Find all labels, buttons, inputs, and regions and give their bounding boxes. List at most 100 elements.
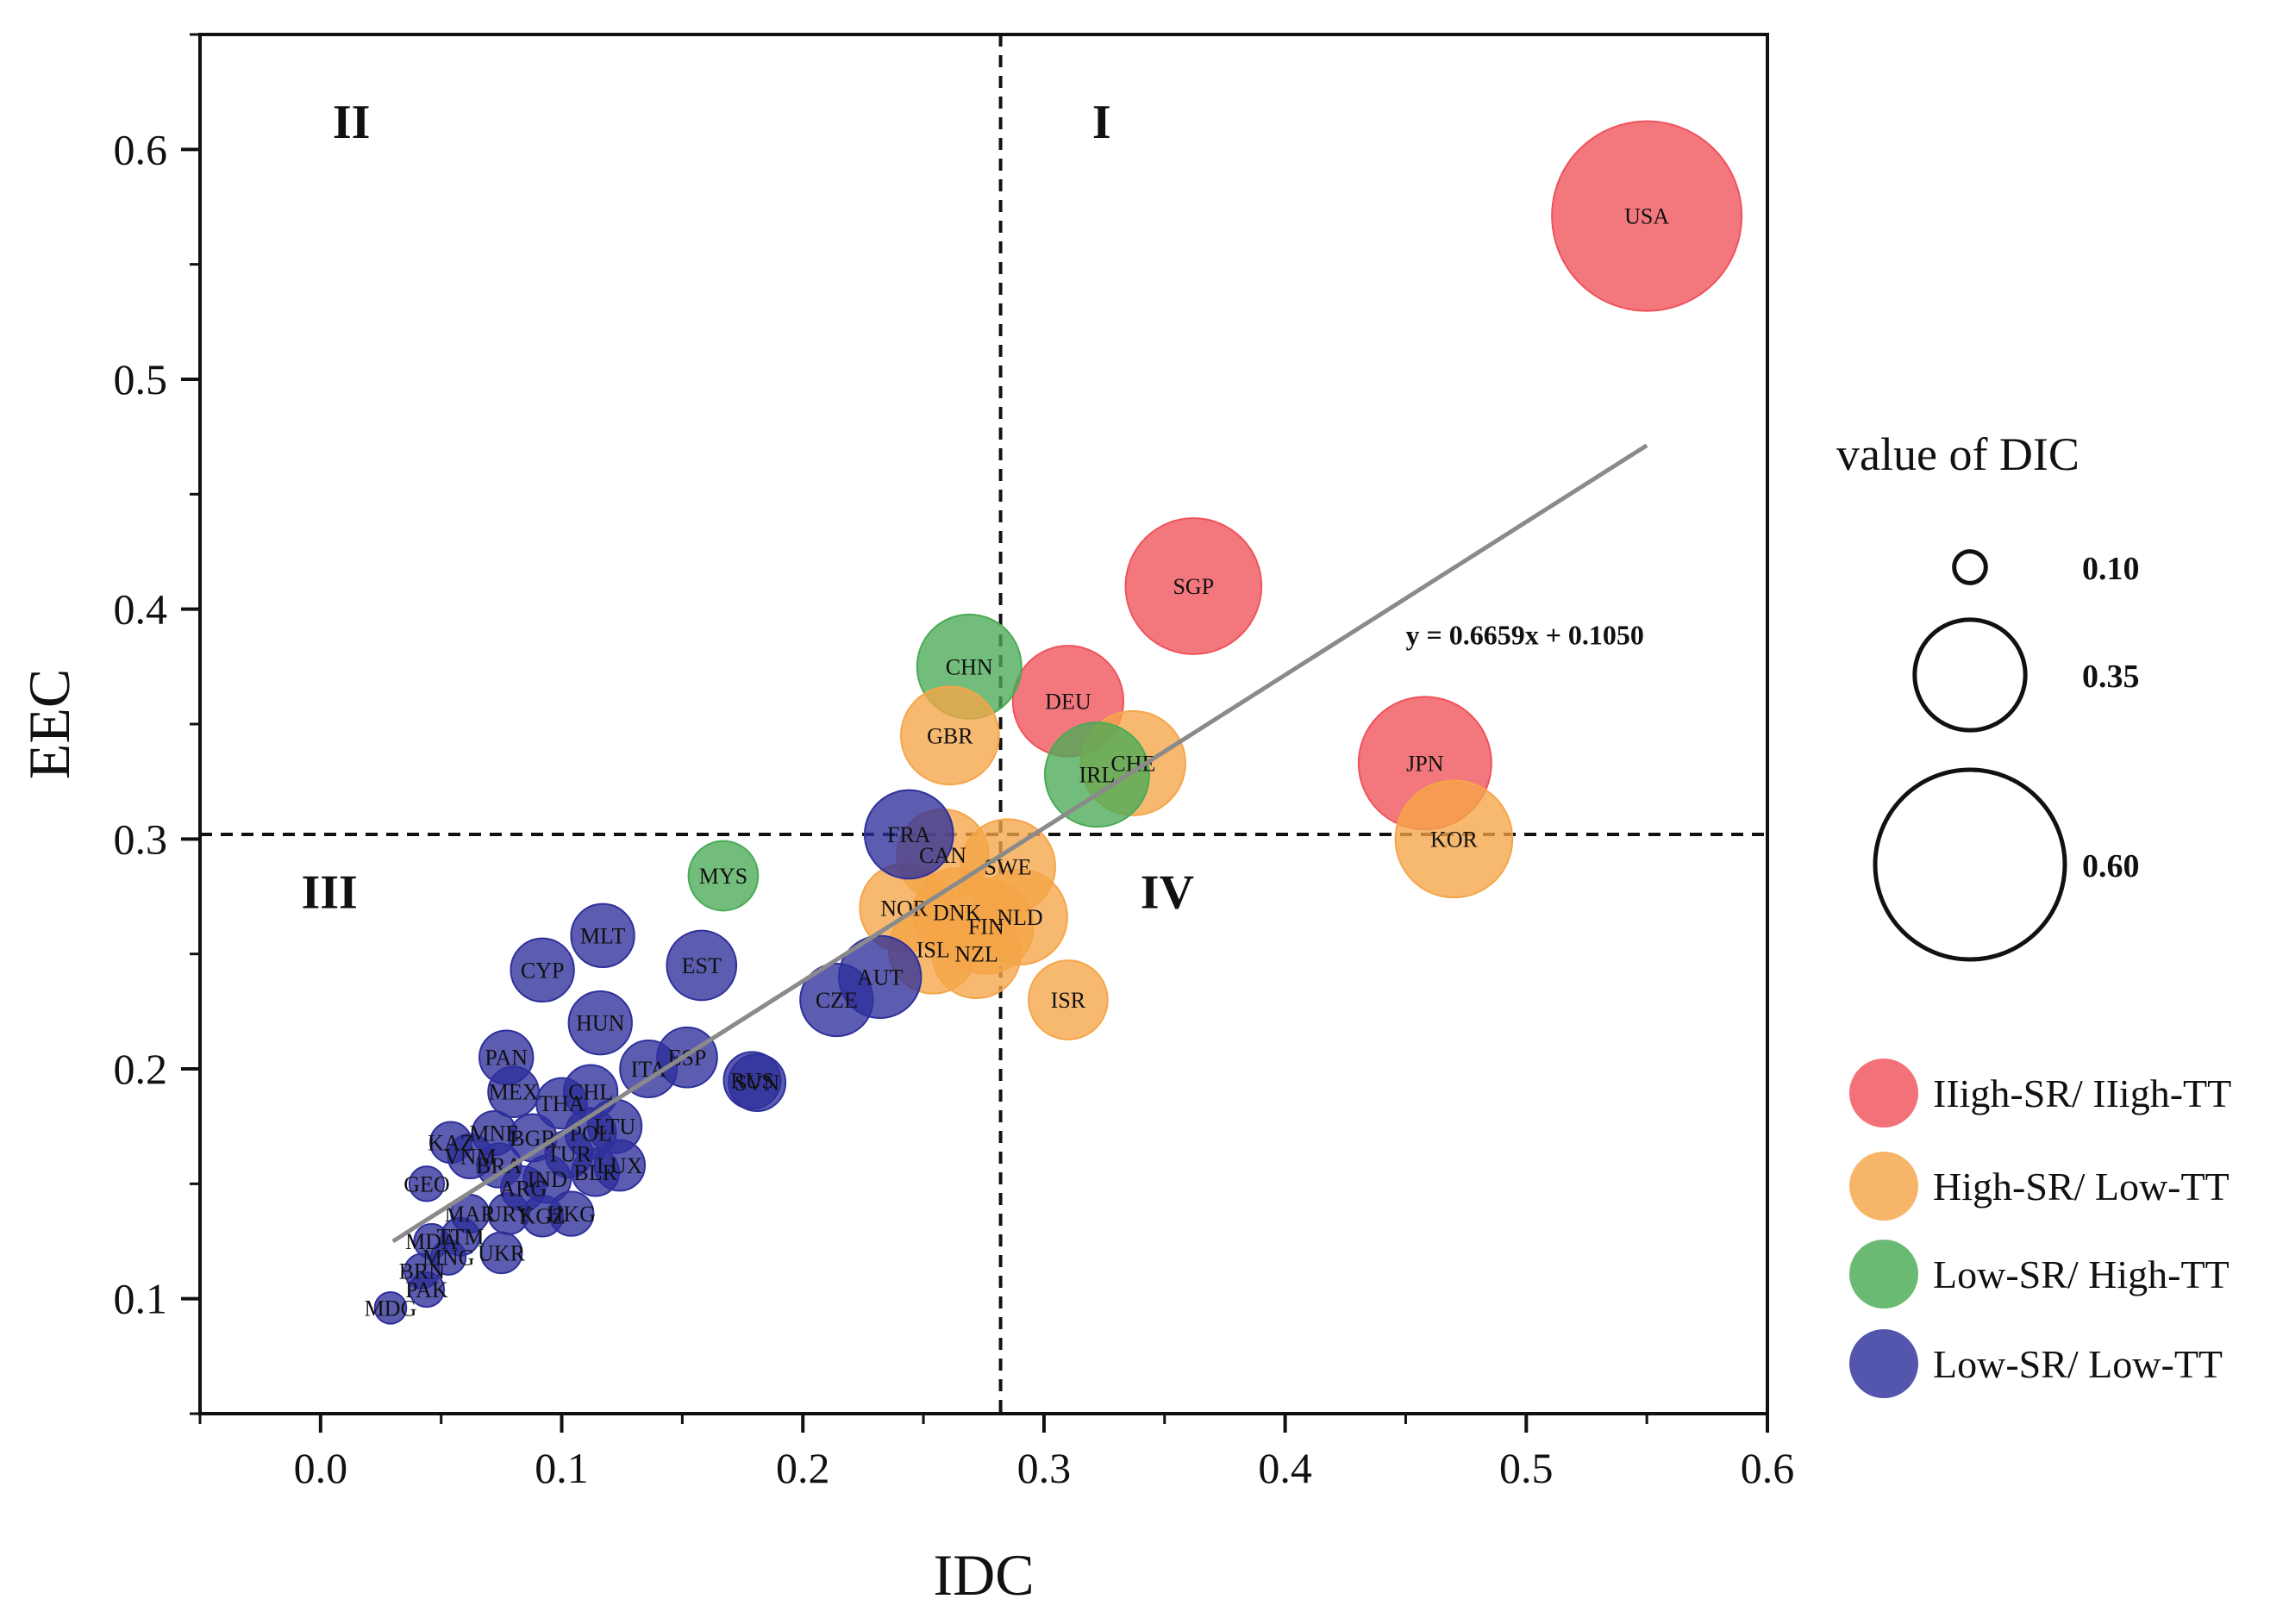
quadrant-label-iv: IV	[1141, 865, 1194, 919]
trendline-group: y = 0.6659x + 0.1050	[391, 443, 1648, 1244]
bubble-label-aut: AUT	[857, 965, 904, 990]
bubble-blr	[571, 1147, 621, 1197]
size-legend-title: value of DIC	[1836, 428, 2079, 480]
y-tick-label: 0.4	[114, 585, 168, 634]
size-legend-circle	[1952, 549, 1988, 585]
bubble-usa	[1551, 120, 1743, 312]
bubble-label-blr: BLR	[573, 1160, 617, 1185]
bubble-label-can: CAN	[919, 843, 966, 868]
bubble-label-lux: LUX	[597, 1153, 643, 1178]
bubble-label-mne: MNE	[469, 1121, 519, 1146]
bubbles: USASGPJPNKORDEUCHECHNIRLGBRSWEFINNLDCANN…	[365, 120, 1743, 1325]
bubble-label-brn: BRN	[399, 1259, 446, 1284]
bubble-label-mdg: MDG	[365, 1296, 417, 1321]
y-tick-label: 0.3	[114, 815, 168, 863]
bubble-label-mlt: MLT	[580, 923, 626, 948]
bubble-cze	[799, 962, 874, 1038]
bubble-mys	[687, 840, 760, 912]
y-axis-ticks: 0.1 0.2 0.3 0.4 0.5 0.6	[114, 33, 200, 1415]
x-tick-label: 0.0	[294, 1444, 348, 1492]
bubble-label-dnk: DNK	[933, 901, 982, 926]
bubble-mlt	[570, 903, 635, 969]
x-axis-title: IDC	[933, 1542, 1034, 1608]
legend-swatch	[1849, 1240, 1918, 1309]
bubble-label-kgz: KGZ	[519, 1204, 565, 1229]
bubble-label-mng: MNG	[422, 1246, 475, 1271]
size-legend-label: 0.10	[2082, 551, 2140, 587]
bubble-label-mar: MAR	[445, 1202, 497, 1227]
size-legend-label: 0.60	[2082, 848, 2140, 884]
bubble-label-usa: USA	[1624, 204, 1669, 229]
bubble-label-ukr: UKR	[478, 1240, 526, 1265]
x-axis-ticks: 0.0 0.1 0.2 0.3 0.4 0.5 0.6	[198, 1414, 1795, 1492]
bubble-label-pak: PAK	[405, 1277, 448, 1302]
bubble-label-est: EST	[682, 953, 722, 978]
bubble-label-arg: ARG	[499, 1177, 547, 1202]
x-tick-label: 0.6	[1741, 1444, 1795, 1492]
bubble-label-ttm: TTM	[437, 1225, 485, 1250]
bubble-kaz	[429, 1121, 472, 1165]
bubble-label-geo: GEO	[403, 1171, 449, 1196]
bubble-label-cyp: CYP	[521, 958, 565, 983]
x-tick-label: 0.3	[1017, 1444, 1072, 1492]
bubble-label-isl: ISL	[916, 937, 950, 962]
y-tick-label: 0.5	[114, 355, 168, 403]
bubble-label-gbr: GBR	[927, 723, 973, 748]
bubble-label-tur: TUR	[547, 1142, 592, 1167]
bubble-label-vnm: VNM	[444, 1144, 497, 1169]
bubble-label-nld: NLD	[997, 905, 1042, 930]
bubble-label-ind: IND	[528, 1167, 567, 1192]
y-tick-label: 0.2	[114, 1045, 168, 1093]
bubble-label-kaz: KAZ	[428, 1130, 473, 1155]
bubble-label-ltu: LTU	[594, 1115, 635, 1140]
bubble-irl	[1043, 721, 1150, 828]
y-tick-label: 0.6	[114, 125, 168, 173]
bubble-fra	[863, 789, 954, 880]
size-legend-circle	[1912, 617, 2028, 733]
y-tick-label: 0.1	[114, 1275, 168, 1323]
bubble-label-hkg: HKG	[547, 1202, 596, 1227]
legend-label: IIigh-SR/ IIigh-TT	[1933, 1071, 2231, 1115]
x-tick-label: 0.5	[1499, 1444, 1554, 1492]
bubble-hun	[567, 990, 633, 1056]
bubble-mdg	[373, 1291, 408, 1325]
bubble-label-nzl: NZL	[954, 942, 998, 967]
size-legend: value of DIC 0.10 0.35 0.60	[1836, 428, 2140, 962]
bubble-cyp	[510, 937, 575, 1003]
legend-swatch	[1849, 1152, 1918, 1221]
bubble-label-hun: HUN	[576, 1011, 625, 1036]
bubble-est	[666, 929, 738, 1002]
bubble-label-chn: CHN	[946, 654, 993, 679]
bubble-label-fin: FIN	[968, 915, 1004, 940]
bubble-label-chl: CHL	[568, 1080, 613, 1105]
legend-label: Low-SR/ High-TT	[1933, 1252, 2230, 1296]
bubble-kgz	[521, 1194, 564, 1238]
bubble-ukr	[479, 1231, 523, 1275]
y-axis-title: EEC	[16, 669, 82, 779]
bubble-svn	[728, 1053, 787, 1112]
bubble-label-fra: FRA	[887, 822, 931, 847]
bubble-label-isr: ISR	[1051, 988, 1086, 1013]
size-legend-circle	[1873, 767, 2067, 962]
bubble-label-sgp: SGP	[1173, 574, 1214, 599]
bubble-label-deu: DEU	[1045, 689, 1091, 714]
bubble-label-cze: CZE	[816, 988, 858, 1013]
bubble-gbr	[900, 685, 1000, 786]
bubble-pak	[408, 1271, 446, 1309]
bubble-label-pan: PAN	[485, 1046, 528, 1071]
bubble-label-tha: THA	[539, 1091, 585, 1116]
quadrant-label-ii: II	[333, 96, 371, 149]
bubble-label-swe: SWE	[985, 854, 1032, 879]
legend-swatch	[1849, 1059, 1918, 1127]
legend-swatch	[1849, 1329, 1918, 1398]
x-tick-label: 0.2	[776, 1444, 830, 1492]
size-legend-label: 0.35	[2082, 659, 2140, 695]
legend-label: High-SR/ Low-TT	[1933, 1165, 2230, 1209]
bubble-label-mex: MEX	[489, 1080, 539, 1105]
bubble-label-svn: SVN	[735, 1071, 779, 1096]
bubble-label-bgr: BGR	[510, 1126, 556, 1151]
bubble-label-ury: URY	[485, 1202, 532, 1227]
legend-label: Low-SR/ Low-TT	[1933, 1342, 2223, 1386]
